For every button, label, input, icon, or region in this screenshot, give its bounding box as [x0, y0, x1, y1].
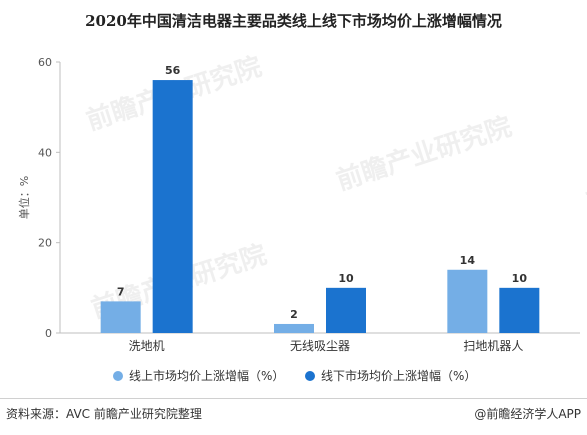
data-label: 2	[290, 308, 298, 321]
source-note: 资料来源：AVC 前瞻产业研究院整理	[6, 407, 202, 421]
watermark-text: 前瞻产业研究院	[333, 111, 516, 197]
x-tick-label: 扫地机器人	[463, 339, 523, 353]
bar	[499, 287, 540, 333]
y-axis-label: 单位：%	[17, 176, 31, 219]
chart-title: 2020年中国清洁电器主要品类线上线下市场均价上涨增幅情况	[85, 12, 502, 30]
data-label: 56	[165, 64, 181, 77]
y-tick-label: 0	[45, 327, 52, 340]
legend-label: 线上市场均价上涨增幅（%）	[129, 368, 284, 383]
brand-credit: @前瞻经济学人APP	[474, 407, 581, 421]
x-tick-label: 无线吸尘器	[290, 339, 350, 353]
y-tick-label: 60	[38, 56, 52, 69]
data-label: 14	[460, 254, 476, 267]
bar	[447, 269, 488, 333]
legend-marker	[113, 371, 123, 381]
bar	[100, 301, 141, 333]
data-label: 10	[512, 272, 528, 285]
bar	[326, 287, 366, 333]
bar	[152, 80, 193, 333]
x-tick-label: 洗地机	[129, 339, 165, 353]
data-label: 7	[117, 285, 125, 298]
legend-label: 线下市场均价上涨增幅（%）	[321, 368, 476, 383]
bar-chart: 前瞻产业研究院前瞻产业研究院前瞻产业研究院前瞻产业研究院0204060单位：%7…	[17, 51, 587, 383]
y-tick-label: 20	[38, 237, 52, 250]
watermark-text: 前瞻产业研究院	[583, 131, 587, 217]
y-tick-label: 40	[38, 146, 52, 159]
data-label: 10	[338, 272, 354, 285]
footer-divider	[0, 398, 587, 399]
bar	[274, 323, 314, 333]
legend-marker	[305, 371, 315, 381]
